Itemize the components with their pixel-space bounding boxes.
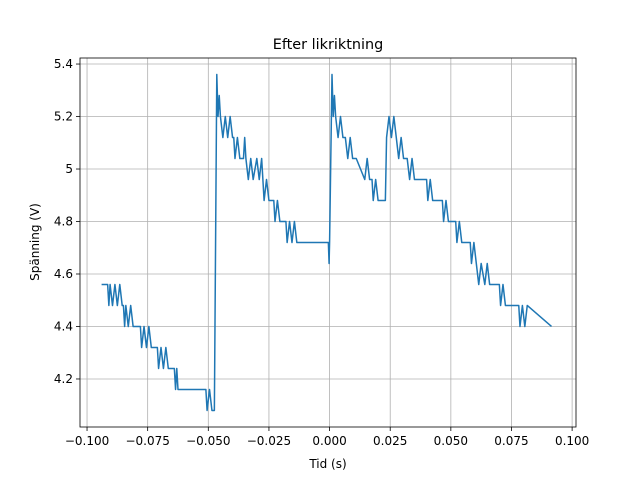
y-tick-label: 4.2 xyxy=(54,372,73,386)
x-tick-label: −0.050 xyxy=(186,434,230,448)
x-tick-label: 0.075 xyxy=(494,434,528,448)
y-tick-label: 5 xyxy=(65,162,73,176)
x-axis-label: Tid (s) xyxy=(308,457,346,471)
x-tick-label: 0.050 xyxy=(434,434,468,448)
y-tick-label: 4.8 xyxy=(54,215,73,229)
y-tick-label: 4.6 xyxy=(54,267,73,281)
x-tick-label: 0.000 xyxy=(312,434,346,448)
x-tick-label: −0.100 xyxy=(65,434,109,448)
x-tick-label: 0.025 xyxy=(373,434,407,448)
y-tick-label: 4.4 xyxy=(54,319,73,333)
plot-frame xyxy=(79,57,577,428)
chart-title: Efter likriktning xyxy=(273,37,384,53)
x-tick-label: 0.100 xyxy=(555,434,589,448)
data-line xyxy=(101,73,552,412)
y-axis-label: Spänning (V) xyxy=(28,203,42,281)
y-tick-label: 5.2 xyxy=(54,110,73,124)
y-tick-label: 5.4 xyxy=(54,57,73,71)
x-tick-label: −0.025 xyxy=(247,434,291,448)
x-tick-label: −0.075 xyxy=(125,434,169,448)
